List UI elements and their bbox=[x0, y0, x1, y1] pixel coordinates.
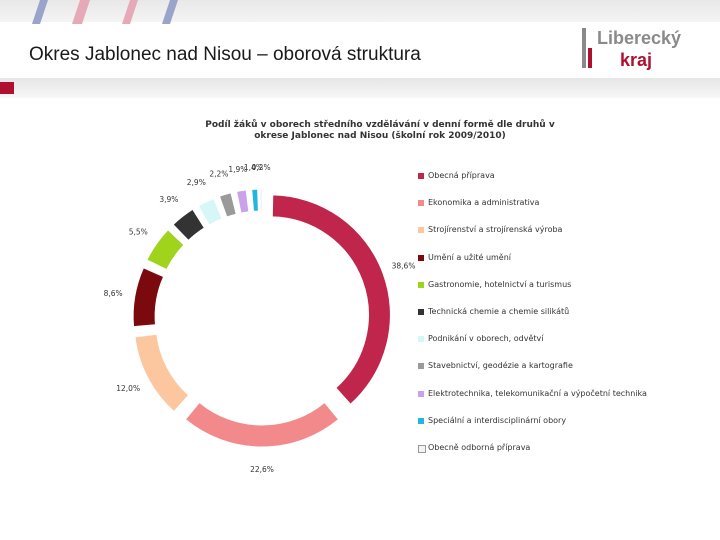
legend-swatch bbox=[418, 336, 424, 343]
slice-label: 8,6% bbox=[104, 289, 123, 298]
pie-slice bbox=[134, 333, 190, 413]
legend-item: Stavebnictví, geodézie a kartografie bbox=[418, 361, 708, 388]
slice-label: 2,9% bbox=[187, 178, 206, 187]
legend-label: Obecně odborná příprava bbox=[428, 442, 531, 452]
legend-label: Speciální a interdisciplinární obory bbox=[428, 415, 567, 425]
legend-label: Stavebnictví, geodézie a kartografie bbox=[428, 361, 573, 371]
legend-swatch bbox=[418, 444, 426, 453]
logo-line1: Liberecký bbox=[597, 28, 681, 48]
legend-swatch bbox=[418, 308, 424, 315]
pie-slice bbox=[235, 189, 250, 214]
legend-label: Ekonomika a administrativa bbox=[428, 198, 540, 208]
accent-mark bbox=[0, 82, 14, 94]
decorative-stripes bbox=[32, 0, 178, 24]
slice-label: 38,6% bbox=[392, 261, 416, 270]
legend-item: Umění a užité umění bbox=[418, 253, 708, 280]
slice-label: 2,2% bbox=[209, 169, 228, 178]
legend-item: Obecná příprava bbox=[418, 171, 708, 198]
pie-slice bbox=[146, 229, 185, 271]
legend-label: Podnikání v oborech, odvětví bbox=[428, 334, 544, 344]
chart-title: Podíl žáků v oborech středního vzděláván… bbox=[205, 120, 555, 141]
slice-label: 12,0% bbox=[116, 384, 140, 393]
slide-title: Okres Jablonec nad Nisou – oborová struk… bbox=[29, 44, 421, 65]
legend-swatch bbox=[418, 200, 424, 207]
legend-swatch bbox=[418, 254, 424, 261]
pie-slice bbox=[184, 401, 340, 448]
legend-item: Elektrotechnika, telekomunikační a výpoč… bbox=[418, 389, 708, 416]
legend-swatch bbox=[418, 281, 424, 288]
legend-swatch bbox=[418, 417, 424, 424]
slice-label: 5,5% bbox=[129, 227, 148, 236]
chart-legend: Obecná příprava Ekonomika a administrativ… bbox=[418, 171, 708, 470]
legend-item: Ekonomika a administrativa bbox=[418, 198, 708, 225]
legend-label: Elektrotechnika, telekomunikační a výpoč… bbox=[428, 388, 647, 398]
header-band bbox=[0, 0, 720, 22]
slice-label: 1,4% bbox=[244, 163, 263, 172]
slice-label: 0,2% bbox=[252, 163, 271, 172]
slice-label: 3,9% bbox=[159, 195, 178, 204]
pie-slice bbox=[197, 197, 223, 226]
legend-swatch bbox=[418, 363, 424, 370]
slice-label: 1,9% bbox=[228, 165, 247, 174]
liberecky-kraj-logo: Liberecký kraj bbox=[580, 26, 695, 70]
legend-label: Umění a užité umění bbox=[428, 252, 512, 262]
pie-slice bbox=[132, 267, 165, 328]
legend-label: Strojírenství a strojírenská výroba bbox=[428, 225, 563, 235]
legend-item: Technická chemie a chemie silikátů bbox=[418, 307, 708, 334]
legend-swatch bbox=[418, 227, 424, 234]
logo-line2: kraj bbox=[620, 50, 652, 70]
legend-swatch bbox=[418, 173, 424, 179]
legend-swatch bbox=[418, 390, 424, 397]
legend-item: Podnikání v oborech, odvětví bbox=[418, 334, 708, 361]
legend-item: Speciální a interdisciplinární obory bbox=[418, 416, 708, 443]
legend-label: Technická chemie a chemie silikátů bbox=[428, 306, 570, 316]
legend-item: Obecně odborná příprava bbox=[418, 443, 708, 470]
slice-label: 22,6% bbox=[250, 465, 274, 474]
pie-slice bbox=[271, 194, 391, 405]
pie-slice bbox=[251, 188, 259, 212]
pie-slice bbox=[172, 208, 206, 242]
legend-item: Strojírenství a strojírenská výroba bbox=[418, 225, 708, 252]
legend-item: Gastronomie, hotelnictví a turismus bbox=[418, 280, 708, 307]
pie-slice bbox=[259, 188, 264, 212]
header-bottom-band bbox=[0, 78, 720, 98]
pie-slice bbox=[218, 192, 237, 218]
legend-label: Gastronomie, hotelnictví a turismus bbox=[428, 279, 572, 289]
legend-label: Obecná příprava bbox=[428, 171, 495, 180]
